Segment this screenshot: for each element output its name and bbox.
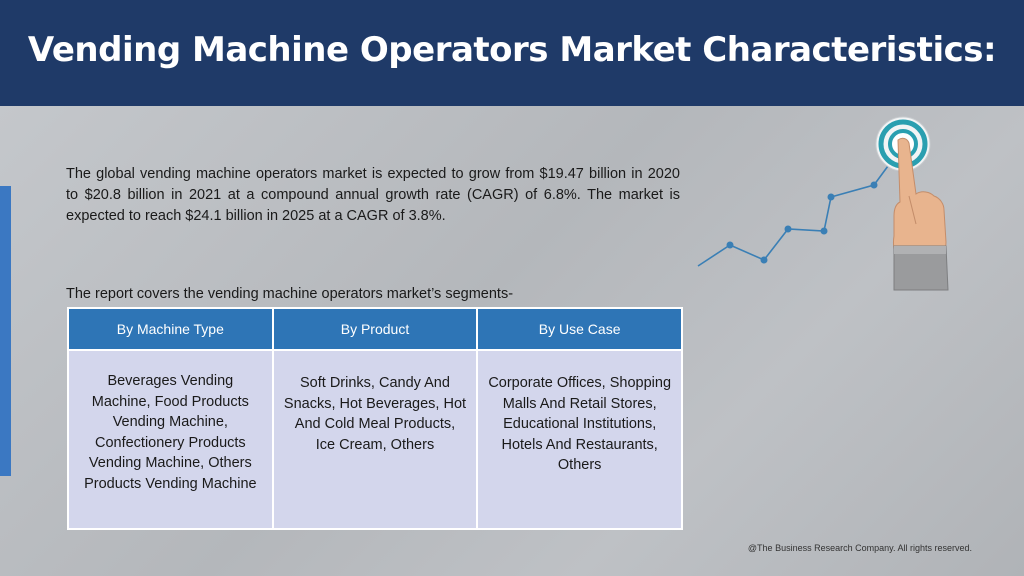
segments-intro-text: The report covers the vending machine op… (66, 286, 514, 302)
table-header-row: By Machine Type By Product By Use Case (67, 307, 683, 351)
table-row: Beverages Vending Machine, Food Products… (67, 349, 683, 530)
cell-use-case: Corporate Offices, Shopping Malls And Re… (476, 349, 683, 530)
cell-product: Soft Drinks, Candy And Snacks, Hot Bever… (271, 349, 479, 530)
intro-paragraph: The global vending machine operators mar… (66, 166, 680, 224)
page-title: Vending Machine Operators Market Charact… (27, 30, 997, 70)
accent-side-bar (0, 186, 11, 476)
copyright-text: @The Business Research Company. All righ… (747, 543, 972, 553)
growth-points (726, 181, 878, 264)
cell-machine-type: Beverages Vending Machine, Food Products… (67, 349, 274, 530)
header-machine-type: By Machine Type (67, 307, 274, 351)
header-use-case: By Use Case (476, 307, 683, 351)
header-product: By Product (271, 307, 479, 351)
growth-line (697, 146, 903, 267)
hand-pointing-target-growth-icon (697, 116, 949, 291)
header-bar: Vending Machine Operators Market Charact… (0, 0, 1024, 106)
segments-table: By Machine Type By Product By Use Case B… (67, 307, 683, 530)
pointing-hand (893, 137, 949, 291)
